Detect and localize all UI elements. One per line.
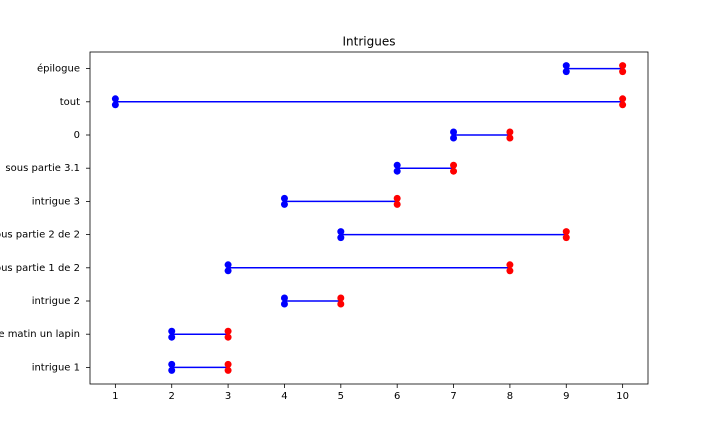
point	[337, 234, 345, 242]
point	[280, 194, 288, 202]
y-tick-label: sous partie 2 de 2	[0, 230, 80, 241]
point	[619, 101, 627, 109]
point	[393, 167, 401, 175]
point	[111, 101, 119, 109]
point	[280, 300, 288, 308]
point	[562, 228, 570, 236]
point	[337, 228, 345, 236]
point	[450, 128, 458, 136]
x-tick-label: 6	[394, 391, 400, 402]
y-tick-label: intrigue 2	[32, 296, 80, 307]
x-tick-label: 5	[338, 391, 344, 402]
y-tick-label: tout	[60, 97, 80, 108]
y-tick-label: épilogue	[37, 63, 80, 75]
point	[393, 200, 401, 208]
point	[562, 62, 570, 70]
chart-title: Intrigues	[343, 35, 396, 49]
point	[224, 333, 232, 341]
x-tick-label: 7	[450, 391, 456, 402]
point	[224, 327, 232, 335]
x-tick-label: 1	[112, 391, 118, 402]
y-tick-label: 0	[74, 130, 80, 141]
point	[506, 267, 514, 275]
point	[280, 200, 288, 208]
point	[506, 134, 514, 142]
point	[450, 161, 458, 169]
y-tick-label: ce matin un lapin	[0, 329, 80, 340]
point	[337, 300, 345, 308]
point	[337, 294, 345, 302]
point	[619, 68, 627, 76]
point	[562, 68, 570, 76]
point	[393, 194, 401, 202]
point	[168, 333, 176, 341]
point	[506, 261, 514, 269]
point	[562, 234, 570, 242]
plot-frame	[89, 51, 649, 385]
point	[168, 366, 176, 374]
y-tick-label: intrigue 1	[32, 362, 80, 373]
x-tick-label: 2	[169, 391, 175, 402]
point	[506, 128, 514, 136]
point	[619, 95, 627, 103]
x-tick-label: 8	[507, 391, 513, 402]
point	[450, 167, 458, 175]
point	[168, 360, 176, 368]
point	[393, 161, 401, 169]
point	[224, 360, 232, 368]
point	[280, 294, 288, 302]
point	[450, 134, 458, 142]
y-tick-label: sous partie 3.1	[5, 163, 80, 174]
x-tick-label: 9	[563, 391, 569, 402]
point	[111, 95, 119, 103]
point	[619, 62, 627, 70]
point	[224, 366, 232, 374]
x-tick-label: 3	[225, 391, 231, 402]
y-tick-label: sous partie 1 de 2	[0, 263, 80, 274]
y-tick-label: intrigue 3	[32, 196, 80, 207]
x-tick-label: 10	[616, 391, 629, 402]
point	[224, 267, 232, 275]
point	[224, 261, 232, 269]
x-tick-label: 4	[281, 391, 287, 402]
point	[168, 327, 176, 335]
